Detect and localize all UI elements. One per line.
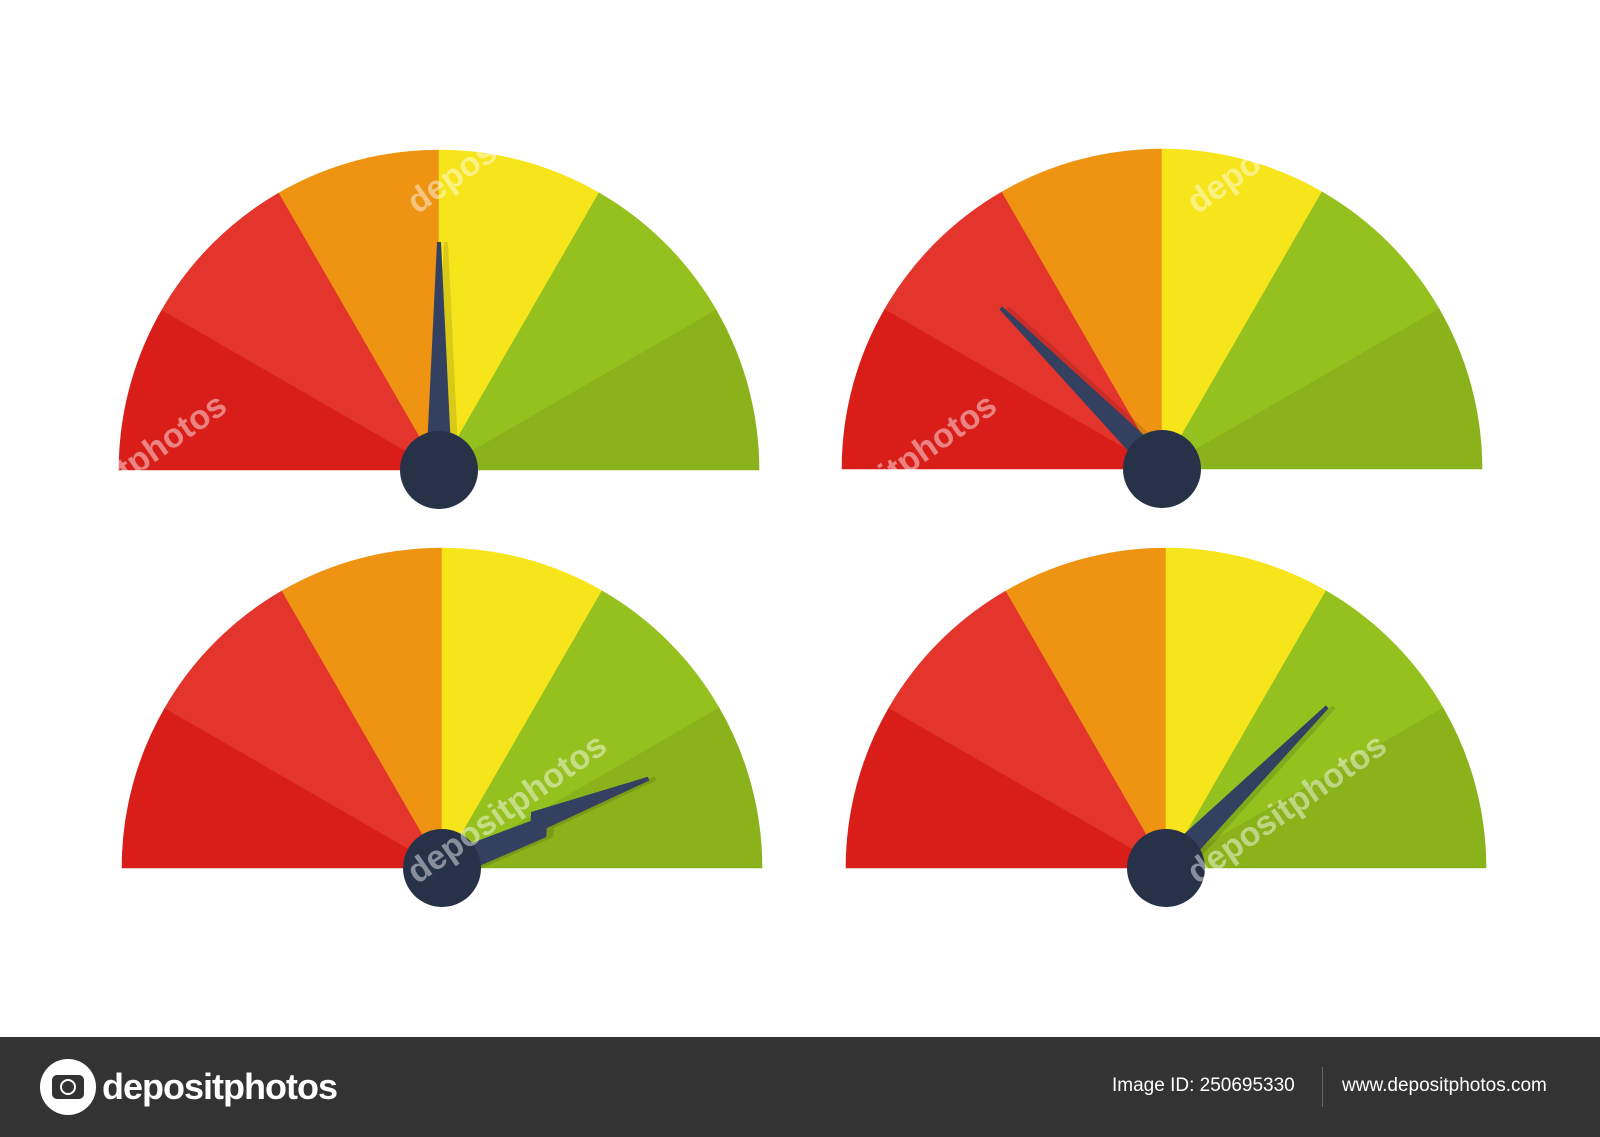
footer-bar: depositphotos Image ID: 250695330 www.de… [0, 1037, 1600, 1137]
gauge-illustration: depositphotos depositphotos depositphoto… [118, 148, 1487, 907]
gauge-segment-orange [1005, 547, 1167, 870]
gauge-segment-dark-red [841, 308, 1164, 470]
image-id: Image ID: 250695330 [1112, 1075, 1295, 1096]
depositphotos-logo[interactable]: depositphotos [40, 1059, 338, 1115]
gauge-segment-dark-green [437, 309, 760, 471]
gauge-3 [121, 547, 763, 907]
gauge-1 [118, 149, 760, 509]
needle-hub [403, 829, 481, 907]
gauge-segment-light-green [1161, 191, 1440, 470]
gauge-segment-yellow [1161, 148, 1323, 471]
gauge-segment-orange [1001, 148, 1163, 471]
website-link[interactable]: www.depositphotos.com [1342, 1075, 1547, 1096]
needle-hub [1127, 829, 1205, 907]
gauge-segment-dark-green [1160, 308, 1483, 470]
gauge-segment-light-green [441, 590, 720, 869]
gauge-segment-light-green [438, 192, 717, 471]
gauge-segment-dark-green [1164, 707, 1487, 869]
gauge-segment-red [161, 192, 440, 471]
gauge-segment-orange [278, 149, 440, 472]
gauge-segment-yellow [1165, 547, 1327, 870]
gauge-segment-orange [281, 547, 443, 870]
gauge-segment-yellow [438, 149, 600, 472]
gauges-canvas [118, 148, 1487, 907]
gauge-needle [1156, 705, 1329, 878]
gauge-segment-dark-red [118, 309, 441, 471]
gauge-2 [841, 148, 1483, 508]
camera-icon [40, 1059, 96, 1115]
gauge-segment-dark-red [121, 707, 444, 869]
needle-hub [400, 431, 478, 509]
gauge-segment-red [164, 590, 443, 869]
gauge-needle [999, 306, 1172, 479]
gauge-4 [845, 547, 1487, 907]
gauge-segment-dark-red [845, 707, 1168, 869]
logo-text: depositphotos [102, 1066, 338, 1107]
gauge-needle [436, 776, 650, 880]
footer-divider [1322, 1067, 1323, 1107]
needle-hub [1123, 430, 1201, 508]
gauge-needle [426, 242, 452, 470]
gauge-segment-yellow [441, 547, 603, 870]
gauge-segment-red [888, 590, 1167, 869]
